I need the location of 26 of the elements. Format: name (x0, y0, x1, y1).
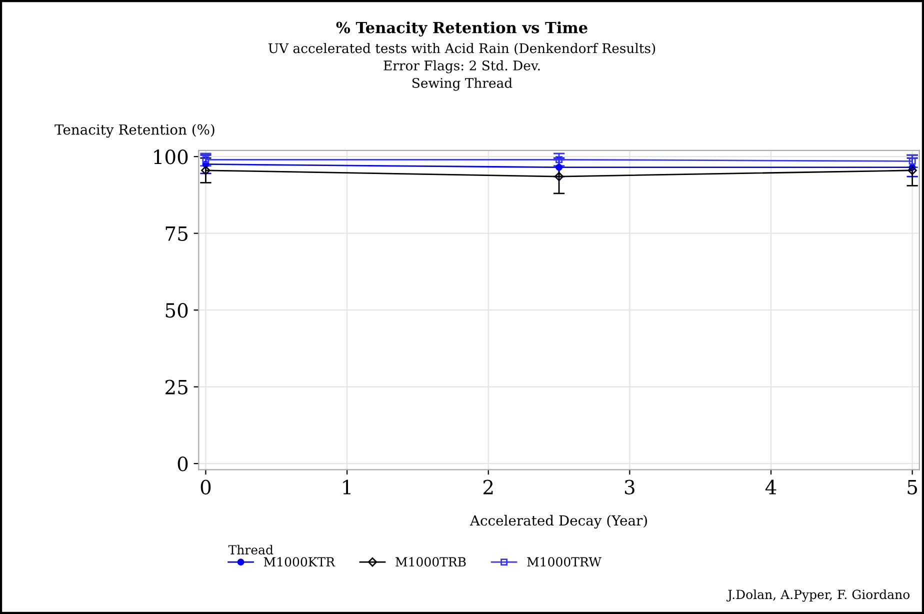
x-tick-label: 0 (200, 480, 211, 494)
point (908, 166, 917, 176)
y-tick-label: 75 (166, 226, 188, 241)
y-tick-label: 50 (166, 303, 188, 318)
legend-label: M1000TRB (396, 557, 466, 567)
chart-title: % Tenacity Retention vs Time (336, 21, 588, 36)
legend-label: M1000KTR (264, 557, 336, 567)
x-tick-label: 3 (624, 480, 634, 494)
chart-subtitle: UV accelerated tests with Acid Rain (Denkendorf Results) Error Flags: 2 Std. Dev. Sewing Thread (268, 42, 656, 91)
point (556, 156, 562, 164)
point (908, 158, 916, 165)
point (201, 166, 210, 176)
y-tick-label: 0 (178, 456, 188, 472)
y-tick-label: 25 (166, 380, 188, 394)
point (556, 164, 562, 171)
legend-label: M1000TRW (527, 557, 602, 567)
legend-title: Thread (228, 544, 274, 554)
x-tick-label: 4 (765, 480, 776, 494)
x-axis-title: Accelerated Decay (Year) (470, 514, 647, 529)
x-tick-label: 5 (908, 480, 917, 494)
text: J.Dolan, A.Pyper, F. Giordano (726, 589, 910, 602)
x-tick-label: 1 (343, 480, 350, 494)
y-axis-title: Tenacity Retention (%) (54, 124, 214, 138)
y-tick-label: 100 (154, 150, 188, 164)
point (554, 172, 564, 182)
x-tick-label: 2 (483, 480, 493, 494)
